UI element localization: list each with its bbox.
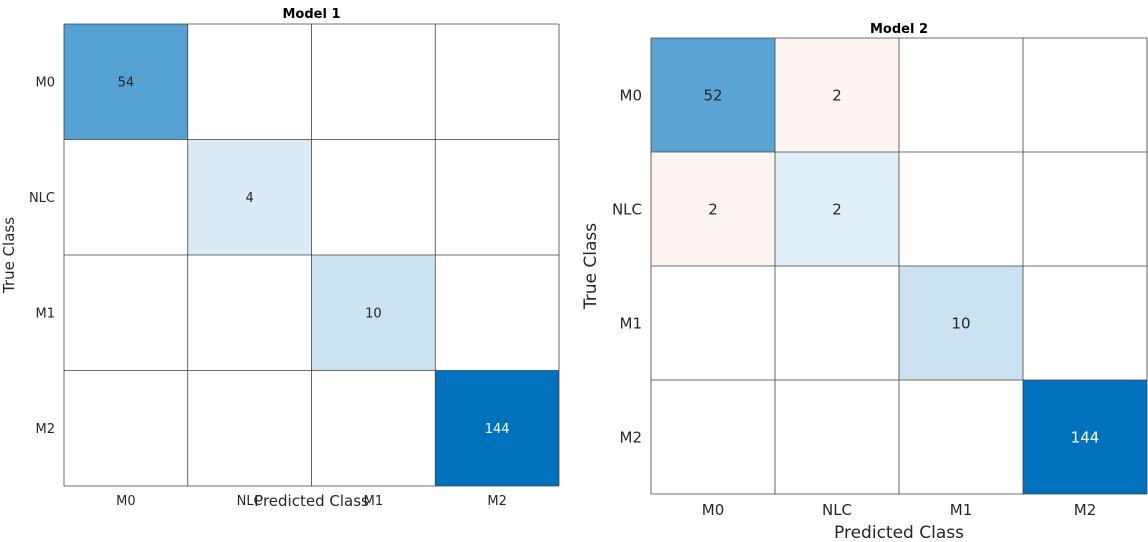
cell-r0-c3 <box>435 24 559 140</box>
cell-r1-c0 <box>651 152 775 266</box>
cell-r1-c1 <box>187 139 312 255</box>
y-tick-label: M0 <box>620 86 643 104</box>
cell-value-r1-c1: 4 <box>245 191 253 206</box>
cell-value-r1-c1: 2 <box>832 200 842 218</box>
cell-r2-c2 <box>899 266 1023 380</box>
model-1-confusion-matrix: 54 4 10 144 M0 NLC M1 M2 M0 NLC M1 M2 Model 1 Predict… <box>0 7 560 510</box>
cell-r2-c2 <box>311 255 436 371</box>
x-tick-label: M0 <box>702 501 725 519</box>
cell-r3-c3 <box>435 370 559 486</box>
cell-r1-c3 <box>1023 152 1147 266</box>
cell-r3-c0 <box>651 380 775 494</box>
cell-r2-c0 <box>64 255 188 371</box>
cell-r1-c1 <box>775 152 899 266</box>
x-tick-label: M2 <box>487 494 507 509</box>
y-tick-label: NLC <box>29 191 55 206</box>
chart-title: Model 2 <box>870 22 928 37</box>
cell-value-r2-c2: 10 <box>951 314 970 332</box>
cell-r0-c1 <box>187 24 312 140</box>
model-2-confusion-matrix: 52 2 2 2 10 144 M0 NLC M1 M2 M0 NLC M1 M2 Model 2 Predi… <box>581 22 1148 542</box>
cell-r0-c1 <box>775 38 899 152</box>
x-tick-label: M1 <box>950 501 973 519</box>
y-tick-label: M0 <box>36 75 56 90</box>
cell-r0-c0 <box>651 38 775 152</box>
x-tick-label: M1 <box>364 494 384 509</box>
cell-r3-c1 <box>187 370 312 486</box>
x-tick-label: NLC <box>822 501 852 519</box>
cell-r0-c2 <box>899 38 1023 152</box>
cell-r3-c0 <box>64 370 188 486</box>
cell-r2-c1 <box>187 255 312 371</box>
x-tick-label: M2 <box>1074 501 1097 519</box>
cell-value-r0-c1: 2 <box>832 86 842 104</box>
cell-value-r2-c2: 10 <box>365 306 382 321</box>
cell-r0-c3 <box>1023 38 1147 152</box>
cell-r3-c2 <box>899 380 1023 494</box>
cell-value-r0-c0: 52 <box>703 86 722 104</box>
y-axis-label: True Class <box>581 223 601 310</box>
x-axis-label: Predicted Class <box>254 492 369 510</box>
y-tick-label: M2 <box>620 428 643 446</box>
cell-r2-c1 <box>775 266 899 380</box>
y-tick-label: M1 <box>620 314 643 332</box>
cell-r2-c3 <box>1023 266 1147 380</box>
cell-r1-c2 <box>311 139 436 255</box>
cell-r3-c2 <box>311 370 436 486</box>
cell-value-r1-c0: 2 <box>708 200 718 218</box>
cell-r1-c0 <box>64 139 188 255</box>
x-tick-label: NLC <box>237 494 263 509</box>
y-tick-label: NLC <box>612 200 642 218</box>
cell-r1-c2 <box>899 152 1023 266</box>
x-axis-label: Predicted Class <box>834 523 964 542</box>
cell-r3-c1 <box>775 380 899 494</box>
y-tick-label: M2 <box>36 422 56 437</box>
cell-value-r0-c0: 54 <box>118 75 135 90</box>
x-tick-label: M0 <box>116 494 136 509</box>
y-tick-label: M1 <box>36 306 56 321</box>
cell-value-r3-c3: 144 <box>485 422 510 437</box>
cell-value-r3-c3: 144 <box>1071 428 1100 446</box>
cell-r1-c3 <box>435 139 559 255</box>
cell-r0-c0 <box>64 24 188 140</box>
y-axis-label: True Class <box>0 217 18 294</box>
cell-r0-c2 <box>311 24 436 140</box>
cell-r3-c3 <box>1023 380 1147 494</box>
chart-title: Model 1 <box>282 7 340 22</box>
cell-r2-c0 <box>651 266 775 380</box>
cell-r2-c3 <box>435 255 559 371</box>
